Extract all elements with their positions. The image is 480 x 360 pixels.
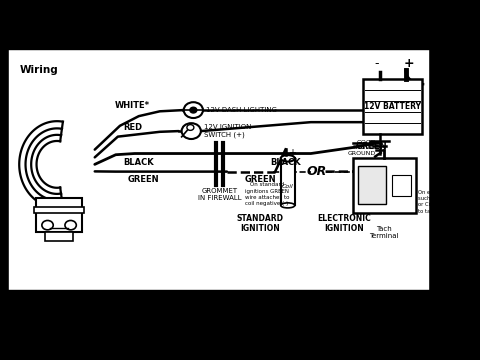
Text: On electronic ignitions
such as GM, HEI, MSD
or Crane connect wire
to tach termi: On electronic ignitions such as GM, HEI,…	[418, 190, 477, 213]
Bar	[363, 79, 422, 134]
Text: GREEN: GREEN	[127, 175, 159, 184]
Circle shape	[42, 220, 53, 230]
Text: ELECTRONIC
IGNITION: ELECTRONIC IGNITION	[317, 214, 371, 233]
Bar	[45, 232, 73, 241]
Text: 12V BATTERY: 12V BATTERY	[364, 102, 421, 111]
Circle shape	[190, 107, 197, 113]
Bar	[392, 175, 411, 196]
Text: STANDARD
IGNITION: STANDARD IGNITION	[237, 214, 284, 233]
Text: GROMMET
IN FIREWALL: GROMMET IN FIREWALL	[198, 189, 241, 202]
Text: Tach
Terminal: Tach Terminal	[370, 226, 399, 239]
Text: BLACK: BLACK	[270, 158, 301, 167]
Bar	[34, 207, 84, 213]
Bar	[36, 198, 82, 232]
Text: OR: OR	[307, 165, 327, 178]
Text: +: +	[288, 148, 296, 158]
Text: Coil: Coil	[282, 184, 294, 189]
Text: +: +	[404, 57, 414, 70]
Bar	[281, 158, 295, 205]
Circle shape	[187, 125, 194, 130]
Text: WHITE*: WHITE*	[115, 101, 150, 110]
Text: GOOD
ENGINE
GROUND: GOOD ENGINE GROUND	[348, 140, 376, 156]
Text: GREEN: GREEN	[356, 142, 387, 151]
Text: GREEN: GREEN	[245, 175, 276, 184]
Circle shape	[184, 102, 203, 118]
Text: 12V DASH LIGHTING: 12V DASH LIGHTING	[206, 107, 277, 113]
Text: Standard/Electronic Ignitions: Standard/Electronic Ignitions	[96, 27, 341, 41]
Bar	[0, 0, 437, 49]
Text: On standard
ignitions GREEN
wire attaches to
coil negative (-): On standard ignitions GREEN wire attache…	[244, 183, 289, 206]
Ellipse shape	[281, 155, 295, 162]
Text: RED: RED	[123, 123, 142, 132]
Text: BLACK: BLACK	[123, 158, 154, 167]
Bar	[358, 166, 386, 204]
Bar	[9, 49, 428, 290]
Text: 12V IGNITION
SWITCH (+): 12V IGNITION SWITCH (+)	[204, 124, 252, 138]
Ellipse shape	[281, 203, 295, 208]
Text: -: -	[374, 57, 378, 70]
Text: Wiring: Wiring	[19, 66, 58, 76]
Bar	[0, 290, 437, 360]
Circle shape	[65, 220, 76, 230]
Bar	[353, 158, 416, 213]
Circle shape	[181, 123, 201, 139]
